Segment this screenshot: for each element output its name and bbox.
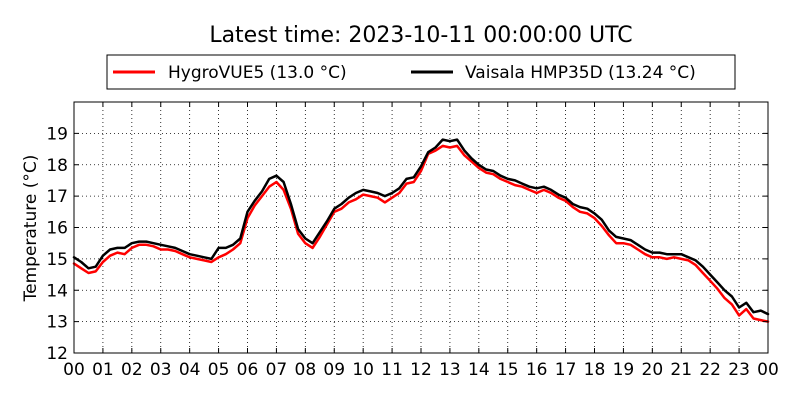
x-tick-label: 11: [381, 360, 403, 380]
y-tick-label: 18: [46, 156, 68, 176]
x-tick-label: 10: [352, 360, 374, 380]
x-tick-label: 03: [150, 360, 172, 380]
x-tick-label: 18: [584, 360, 606, 380]
grid-lines: [74, 102, 768, 353]
x-tick-label: 01: [92, 360, 114, 380]
x-tick-label: 02: [121, 360, 143, 380]
y-tick-label: 12: [46, 344, 68, 364]
y-axis-label: Temperature (°C): [21, 155, 41, 303]
x-tick-label: 17: [555, 360, 577, 380]
x-tick-label: 06: [237, 360, 259, 380]
legend-label-vaisala: Vaisala HMP35D (13.24 °C): [465, 63, 696, 83]
axis-ticks: [73, 102, 769, 354]
x-tick-label: 00: [757, 360, 779, 380]
x-tick-label: 12: [410, 360, 432, 380]
y-tick-label: 17: [46, 187, 68, 207]
x-tick-label: 15: [497, 360, 519, 380]
x-tick-label: 13: [439, 360, 461, 380]
x-tick-label: 14: [468, 360, 490, 380]
y-tick-label: 15: [46, 250, 68, 270]
legend: HygroVUE5 (13.0 °C) Vaisala HMP35D (13.2…: [106, 54, 736, 90]
x-tick-label: 07: [266, 360, 288, 380]
x-tick-label: 16: [526, 360, 548, 380]
x-tick-label: 04: [179, 360, 201, 380]
x-tick-labels: 00 01 02 03 04 05 06 07 08 09 10 11 12 13 14 15 16 17 18 19…: [63, 360, 779, 380]
y-tick-label: 19: [46, 124, 68, 144]
x-tick-label: 05: [208, 360, 230, 380]
x-tick-label: 09: [323, 360, 345, 380]
y-tick-label: 14: [46, 281, 68, 301]
x-tick-label: 21: [670, 360, 692, 380]
x-tick-label: 00: [63, 360, 85, 380]
x-tick-label: 19: [613, 360, 635, 380]
chart-title: Latest time: 2023-10-11 00:00:00 UTC: [209, 23, 632, 48]
x-tick-label: 20: [642, 360, 664, 380]
y-tick-label: 13: [46, 313, 68, 333]
series-line-vaisala: [72, 138, 770, 316]
legend-label-hygrovue5: HygroVUE5 (13.0 °C): [168, 63, 347, 83]
series-lines: [72, 138, 770, 323]
y-tick-labels: 12 13 14 15 16 17 18 19: [46, 124, 68, 364]
x-tick-label: 08: [295, 360, 317, 380]
y-tick-label: 16: [46, 219, 68, 239]
x-tick-label: 23: [728, 360, 750, 380]
x-tick-label: 22: [699, 360, 721, 380]
series-line-hygrovue5: [72, 144, 770, 323]
